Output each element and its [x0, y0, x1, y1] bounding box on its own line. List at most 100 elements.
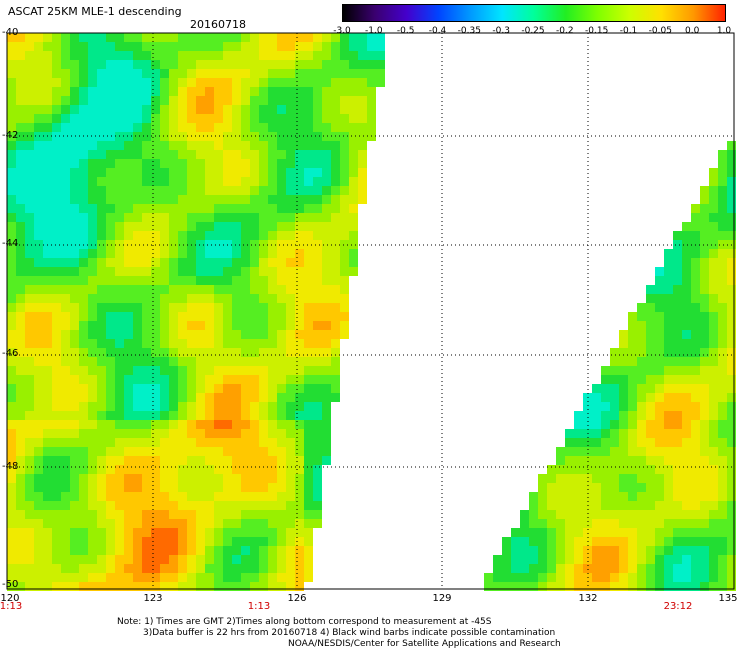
swath-cell — [268, 186, 277, 195]
swath-cell — [727, 231, 736, 240]
swath-cell — [52, 276, 61, 285]
swath-cell — [358, 114, 367, 123]
swath-cell — [700, 384, 709, 393]
swath-cell — [97, 348, 106, 357]
swath-cell — [178, 285, 187, 294]
swath-cell — [133, 105, 142, 114]
swath-cell — [295, 510, 304, 519]
swath-cell — [214, 582, 223, 591]
swath-cell — [268, 168, 277, 177]
swath-cell — [97, 258, 106, 267]
swath-cell — [88, 105, 97, 114]
swath-cell — [277, 114, 286, 123]
swath-cell — [277, 186, 286, 195]
swath-cell — [268, 393, 277, 402]
swath-cell — [70, 240, 79, 249]
swath-cell — [43, 150, 52, 159]
swath-cell — [322, 177, 331, 186]
swath-cell — [259, 213, 268, 222]
swath-cell — [97, 438, 106, 447]
swath-cell — [646, 492, 655, 501]
swath-cell — [70, 105, 79, 114]
swath-cell — [214, 60, 223, 69]
swath-cell — [169, 78, 178, 87]
swath-cell — [88, 249, 97, 258]
swath-cell — [88, 150, 97, 159]
swath-cell — [277, 456, 286, 465]
swath-cell — [106, 384, 115, 393]
swath-cell — [664, 573, 673, 582]
swath-cell — [223, 564, 232, 573]
swath-cell — [142, 348, 151, 357]
swath-cell — [187, 330, 196, 339]
swath-cell — [115, 573, 124, 582]
swath-cell — [646, 330, 655, 339]
swath-cell — [79, 222, 88, 231]
swath-cell — [115, 150, 124, 159]
swath-cell — [691, 213, 700, 222]
swath-cell — [727, 483, 736, 492]
swath-cell — [313, 492, 322, 501]
swath-cell — [673, 402, 682, 411]
lat-label: -46 — [2, 348, 19, 359]
swath-cell — [259, 141, 268, 150]
swath-cell — [169, 150, 178, 159]
swath-cell — [79, 258, 88, 267]
swath-cell — [142, 78, 151, 87]
swath-cell — [259, 537, 268, 546]
swath-cell — [682, 438, 691, 447]
swath-cell — [727, 402, 736, 411]
swath-cell — [268, 528, 277, 537]
swath-cell — [259, 519, 268, 528]
swath-cell — [223, 555, 232, 564]
swath-cell — [565, 429, 574, 438]
swath-cell — [511, 573, 520, 582]
swath-cell — [529, 582, 538, 591]
swath-cell — [160, 186, 169, 195]
swath-cell — [7, 276, 16, 285]
swath-cell — [52, 312, 61, 321]
swath-cell — [25, 96, 34, 105]
swath-cell — [727, 285, 736, 294]
swath-cell — [286, 582, 295, 591]
swath-cell — [205, 222, 214, 231]
swath-cell — [25, 465, 34, 474]
swath-cell — [142, 249, 151, 258]
swath-cell — [52, 456, 61, 465]
swath-cell — [124, 294, 133, 303]
swath-cell — [295, 537, 304, 546]
swath-cell — [205, 447, 214, 456]
swath-cell — [727, 528, 736, 537]
swath-cell — [556, 573, 565, 582]
swath-cell — [133, 375, 142, 384]
swath-cell — [79, 438, 88, 447]
swath-cell — [313, 420, 322, 429]
swath-cell — [205, 564, 214, 573]
swath-cell — [655, 348, 664, 357]
swath-cell — [223, 294, 232, 303]
swath-cell — [655, 357, 664, 366]
swath-cell — [124, 159, 133, 168]
swath-cell — [493, 573, 502, 582]
swath-cell — [727, 510, 736, 519]
swath-cell — [25, 582, 34, 591]
map-date: 20160718 — [190, 18, 246, 31]
swath-cell — [178, 510, 187, 519]
swath-cell — [205, 321, 214, 330]
swath-cell — [250, 393, 259, 402]
swath-cell — [70, 276, 79, 285]
swath-cell — [511, 582, 520, 591]
swath-cell — [637, 357, 646, 366]
swath-cell — [376, 60, 385, 69]
swath-cell — [106, 303, 115, 312]
swath-cell — [700, 537, 709, 546]
swath-cell — [304, 564, 313, 573]
swath-cell — [637, 573, 646, 582]
swath-cell — [304, 474, 313, 483]
swath-cell — [259, 357, 268, 366]
swath-cell — [25, 474, 34, 483]
swath-cell — [727, 330, 736, 339]
swath-cell — [115, 231, 124, 240]
swath-cell — [682, 402, 691, 411]
swath-cell — [124, 474, 133, 483]
